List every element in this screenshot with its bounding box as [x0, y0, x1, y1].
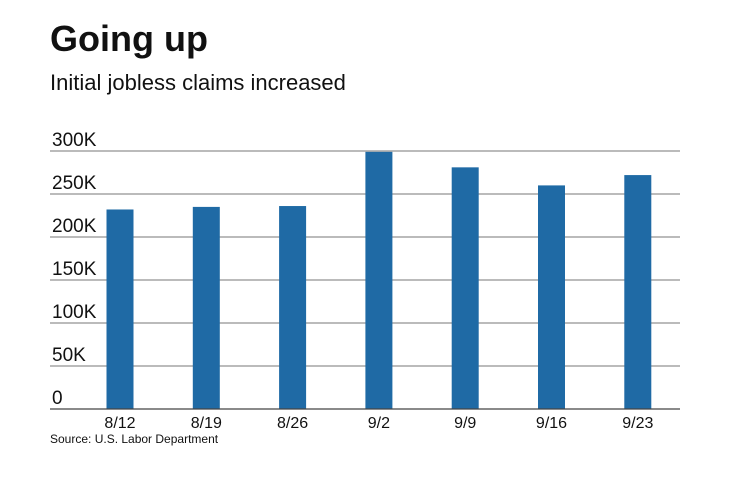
bar-8-26: [279, 206, 307, 409]
x-tick-label: 9/16: [536, 415, 567, 432]
bar-9-9: [451, 167, 479, 409]
bar-9-2: [365, 151, 393, 410]
bar-8-12: [106, 209, 134, 409]
y-tick-label: 300K: [52, 130, 97, 151]
y-tick-label: 250K: [52, 173, 97, 194]
source-note: Source: U.S. Labor Department: [50, 432, 219, 446]
x-tick-label: 8/19: [191, 415, 222, 432]
bar-9-23: [624, 175, 652, 409]
y-tick-label: 0: [52, 388, 63, 409]
bar-9-16: [538, 185, 565, 409]
chart-subtitle: Initial jobless claims increased: [50, 70, 346, 95]
y-tick-label: 200K: [52, 216, 97, 237]
x-tick-label: 8/26: [277, 415, 308, 432]
x-tick-label: 9/23: [622, 415, 653, 432]
x-tick-label: 9/9: [454, 415, 476, 432]
y-tick-label: 50K: [52, 345, 86, 366]
x-tick-label: 9/2: [368, 415, 390, 432]
bar-8-19: [192, 206, 220, 409]
y-tick-label: 100K: [52, 302, 97, 323]
x-tick-label: 8/12: [104, 415, 135, 432]
chart-title: Going up: [50, 18, 208, 59]
y-tick-label: 150K: [52, 259, 97, 280]
